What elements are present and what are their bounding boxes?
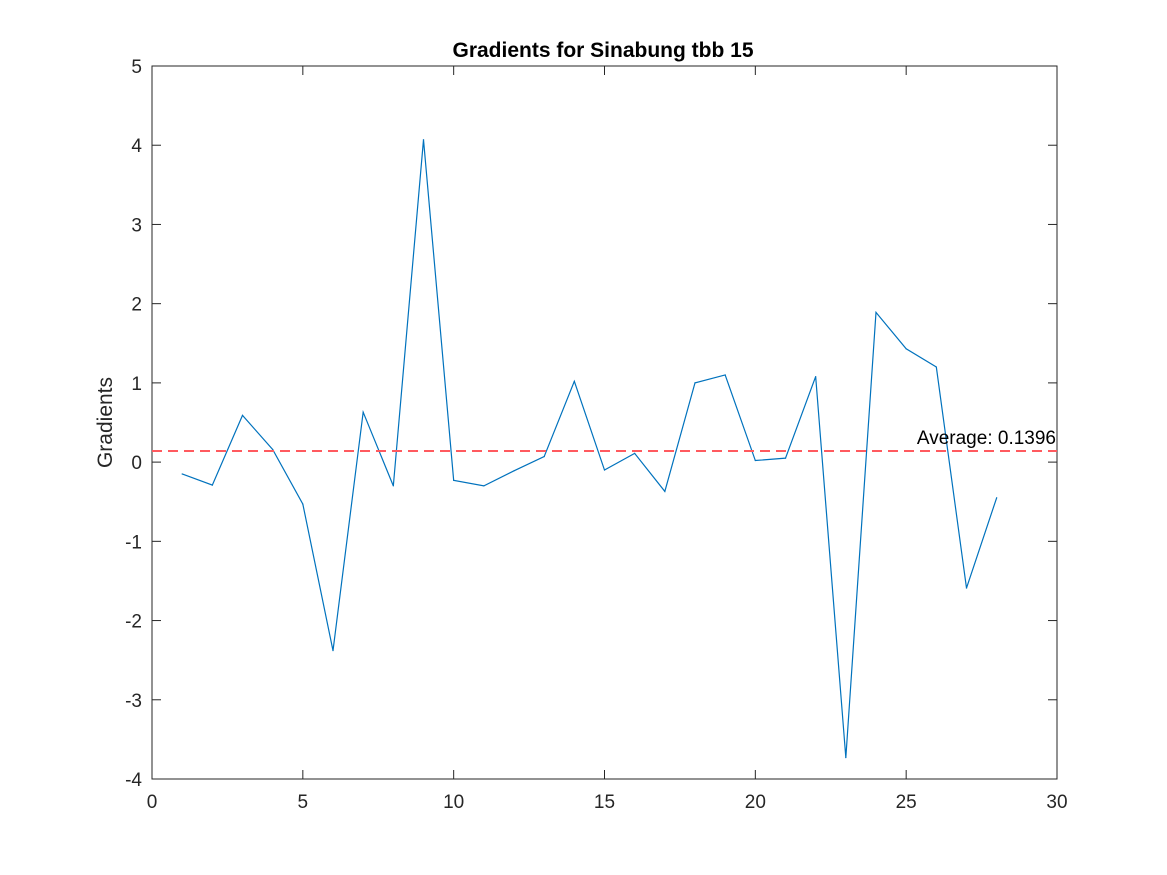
data-point (513, 470, 515, 472)
data-point (573, 380, 575, 382)
y-tick-label: 3 (131, 215, 142, 236)
chart-title: Gradients for Sinabung tbb 15 (452, 39, 753, 62)
x-tick-label: 20 (745, 792, 766, 813)
data-point (362, 411, 364, 413)
reference-line-layer: Average: 0.1396 (152, 428, 1057, 453)
x-tick-label: 25 (896, 792, 917, 813)
x-tick-label: 30 (1046, 792, 1067, 813)
data-series-line (181, 139, 998, 758)
data-point (483, 485, 485, 487)
x-tick-label: 15 (594, 792, 615, 813)
y-tick-label: 0 (131, 453, 142, 474)
series-layer (181, 139, 998, 759)
data-point (543, 455, 545, 458)
data-point (724, 374, 726, 376)
y-tick-label: -2 (125, 612, 142, 633)
data-point (392, 485, 394, 487)
data-point (272, 448, 274, 451)
y-tick-label: 4 (131, 136, 142, 157)
data-point (845, 757, 847, 759)
data-point (996, 497, 998, 499)
y-tick-label: -1 (125, 532, 142, 553)
axis-ticks (151, 65, 1058, 780)
data-point (211, 484, 213, 486)
data-point (634, 452, 636, 454)
y-tick-label: 1 (131, 374, 142, 395)
data-point (754, 459, 756, 462)
data-point (935, 366, 937, 368)
data-point (181, 473, 183, 475)
data-point (875, 311, 877, 313)
axis-tick-labels: 0 5 10 15 20 25 30 -4 -3 -2 -1 0 1 2 3 4 5 (125, 57, 1067, 813)
data-point (302, 503, 304, 505)
y-tick-label: 2 (131, 295, 142, 316)
data-point (815, 375, 817, 378)
data-point (422, 139, 425, 141)
data-point (453, 479, 455, 481)
data-point (664, 490, 666, 493)
y-tick-label: 5 (131, 57, 142, 78)
y-axis-label: Gradients (94, 377, 117, 468)
data-point (332, 650, 334, 652)
axes-box (151, 65, 1058, 780)
y-tick-label: -3 (125, 691, 142, 712)
data-point (965, 587, 968, 589)
x-tick-label: 10 (443, 792, 464, 813)
data-point (603, 469, 606, 471)
data-point (241, 414, 244, 416)
data-point (694, 382, 696, 384)
y-tick-label: -4 (125, 770, 142, 791)
data-point (784, 457, 787, 459)
average-label: Average: 0.1396 (917, 428, 1056, 449)
data-point (905, 348, 907, 350)
x-tick-label: 5 (298, 792, 309, 813)
x-tick-label: 0 (147, 792, 158, 813)
